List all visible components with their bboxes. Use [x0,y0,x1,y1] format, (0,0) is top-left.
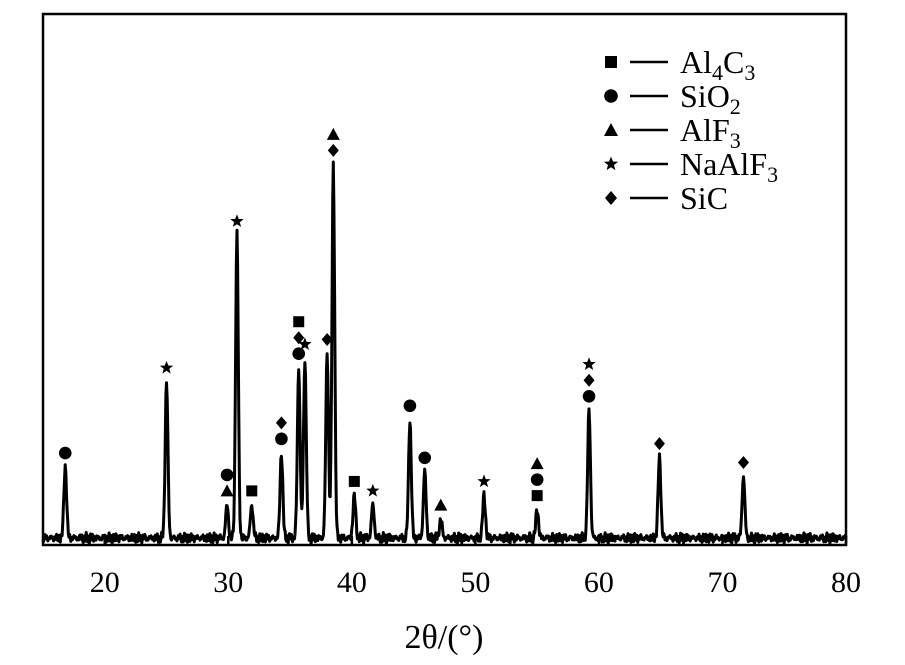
peak-marker-naalf3 [366,483,380,497]
x-tick-label: 70 [707,566,737,599]
legend-label: Al4C3 [680,44,755,85]
peak-marker-al4c3 [531,490,543,502]
legend-circle-icon [604,89,618,103]
peak-marker-sio2 [58,446,72,460]
peak-marker-sio2 [582,389,596,403]
peak-marker-alf3 [326,127,340,140]
peak-marker-sic [653,437,665,451]
peak-marker-al4c3 [293,316,305,328]
x-tick-labels: 20 30 40 50 60 70 80 [90,566,861,599]
peak-marker-sio2 [530,473,544,486]
legend-label: SiO2 [680,78,741,119]
x-tick-label: 50 [460,566,490,599]
legend-label: SiC [680,180,728,216]
peak-marker-naalf3 [159,360,174,374]
x-axis-label: 2θ/(°) [405,619,484,656]
peak-marker-sic [293,331,305,345]
x-tick-label: 80 [831,566,861,599]
legend-label: NaAlF3 [680,146,778,187]
peak-marker-al4c3 [348,475,360,487]
legend-square-icon [605,56,617,68]
peak-marker-naalf3 [230,214,244,227]
legend-label: AlF3 [680,112,741,153]
plot-frame [41,12,848,547]
peak-marker-alf3 [434,498,448,511]
peak-marker-sic [737,456,749,470]
peak-marker-sio2 [418,451,432,465]
peak-marker-al4c3 [246,485,258,497]
x-tick-label: 40 [337,566,367,599]
peak-marker-naalf3 [477,474,491,488]
peak-marker-sic [327,143,339,157]
phase-markers [58,127,749,511]
x-tick-label: 30 [213,566,243,599]
peak-marker-sio2 [275,432,288,446]
x-tick-label: 20 [90,566,120,599]
peak-marker-sio2 [220,468,234,482]
x-tick-label: 60 [584,566,614,599]
peak-marker-sio2 [403,399,417,413]
legend-triangle-icon [604,123,618,136]
xrd-pattern-line [41,160,848,546]
peak-marker-naalf3 [298,337,312,350]
peak-marker-sio2 [292,347,306,361]
peak-marker-naalf3 [582,357,596,370]
peak-marker-sic [275,416,287,430]
legend-diamond-icon [605,191,617,205]
peak-marker-sic [583,373,595,387]
peak-marker-sic [321,333,333,347]
peak-marker-alf3 [530,457,544,470]
peak-marker-alf3 [220,484,234,497]
legend-star-icon [603,156,619,171]
